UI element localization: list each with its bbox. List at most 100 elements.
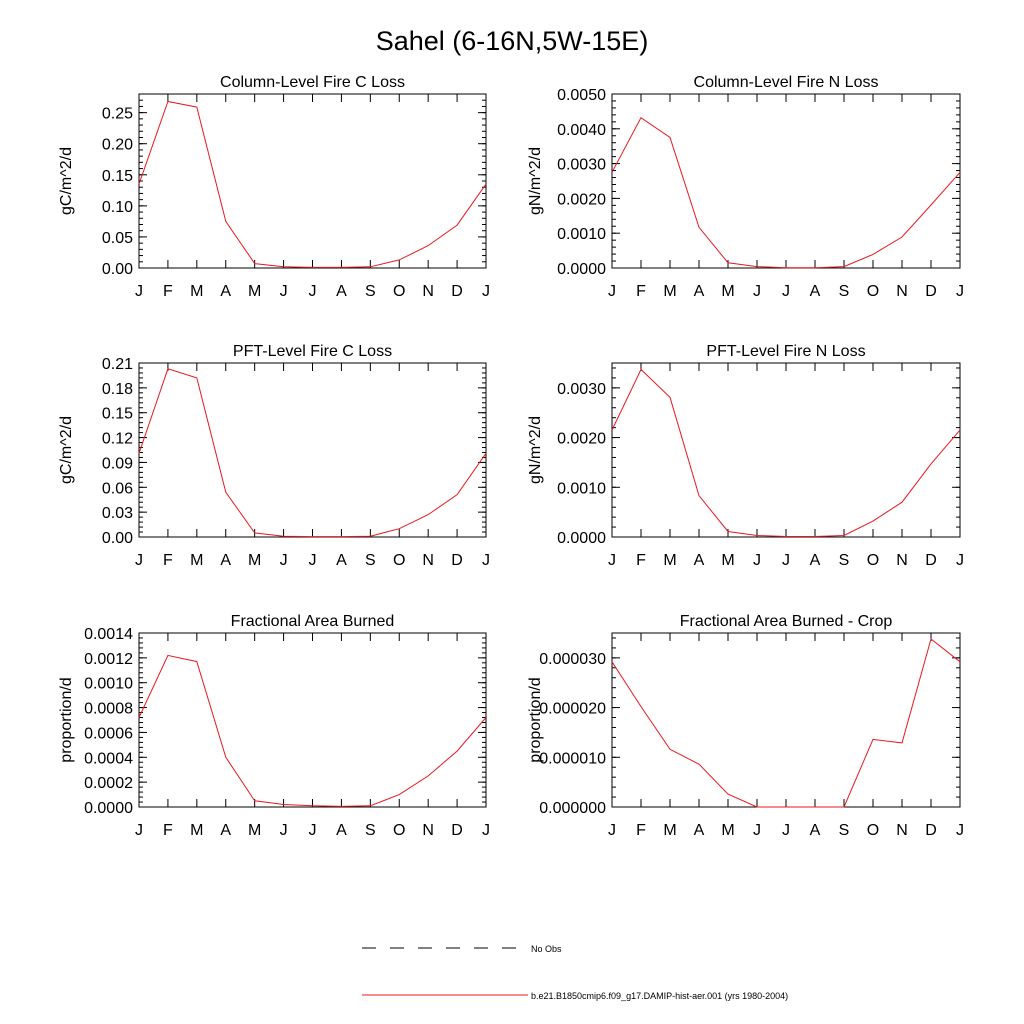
x-tick-label: J xyxy=(956,822,964,839)
x-tick-label: D xyxy=(925,822,937,839)
y-axis-label: proportion/d xyxy=(58,677,75,762)
y-tick-label: 0.0050 xyxy=(557,87,606,104)
x-tick-label: O xyxy=(867,822,879,839)
y-tick-label: 0.0000 xyxy=(84,800,133,817)
y-tick-label: 0.0010 xyxy=(84,676,133,693)
series-line xyxy=(138,100,487,268)
x-tick-label: S xyxy=(839,283,850,300)
y-tick-label: 0.06 xyxy=(102,480,133,497)
plot-frame xyxy=(611,362,961,538)
y-tick-label: 0.05 xyxy=(102,230,133,247)
x-tick-label: A xyxy=(220,283,231,300)
y-tick-label: 0.000010 xyxy=(539,750,606,767)
panel-title: Fractional Area Burned xyxy=(231,613,395,630)
x-tick-label: J xyxy=(309,283,317,300)
x-tick-label: M xyxy=(190,283,203,300)
y-tick-label: 0.0012 xyxy=(84,651,133,668)
x-tick-label: F xyxy=(636,283,646,300)
x-tick-label: N xyxy=(896,283,908,300)
series-line xyxy=(138,368,487,538)
y-axis-label: gN/m^2/d xyxy=(527,416,544,484)
y-tick-label: 0.0002 xyxy=(84,775,133,792)
y-tick-label: 0.03 xyxy=(102,505,133,522)
legend: No Obs b.e21.B1850cmip6.f09_g17.DAMIP-hi… xyxy=(362,944,788,1001)
y-tick-label: 0.0020 xyxy=(557,191,606,208)
x-tick-label: S xyxy=(365,552,376,569)
x-tick-label: A xyxy=(336,283,347,300)
x-tick-label: J xyxy=(608,283,616,300)
y-tick-label: 0.00 xyxy=(102,530,133,547)
x-tick-label: J xyxy=(280,552,288,569)
x-tick-label: J xyxy=(608,822,616,839)
x-tick-label: A xyxy=(694,283,705,300)
panel-title: Fractional Area Burned - Crop xyxy=(680,613,893,630)
plot-frame xyxy=(611,93,961,269)
x-tick-label: M xyxy=(190,552,203,569)
x-tick-label: J xyxy=(309,552,317,569)
series-line xyxy=(611,368,961,537)
x-tick-label: A xyxy=(810,822,821,839)
x-tick-label: D xyxy=(925,552,937,569)
x-tick-label: O xyxy=(867,283,879,300)
y-tick-label: 0.0014 xyxy=(84,626,133,643)
x-tick-label: A xyxy=(694,552,705,569)
legend-label-model-run: b.e21.B1850cmip6.f09_g17.DAMIP-hist-aer.… xyxy=(531,991,788,1001)
x-tick-label: A xyxy=(220,822,231,839)
y-tick-label: 0.09 xyxy=(102,455,133,472)
y-tick-label: 0.000000 xyxy=(539,800,606,817)
panel-title: Column-Level Fire C Loss xyxy=(220,74,405,91)
x-tick-label: M xyxy=(663,283,676,300)
x-tick-label: M xyxy=(248,822,261,839)
x-tick-label: J xyxy=(753,822,761,839)
legend-entry-no-obs: No Obs xyxy=(362,944,562,954)
x-tick-label: J xyxy=(280,283,288,300)
x-tick-label: J xyxy=(608,552,616,569)
x-tick-label: D xyxy=(925,283,937,300)
x-tick-label: S xyxy=(365,283,376,300)
x-tick-label: M xyxy=(663,552,676,569)
y-tick-label: 0.000030 xyxy=(539,651,606,668)
x-tick-label: J xyxy=(956,283,964,300)
x-tick-label: J xyxy=(753,552,761,569)
x-tick-label: J xyxy=(280,822,288,839)
x-tick-label: N xyxy=(422,822,434,839)
y-tick-label: 0.20 xyxy=(102,137,133,154)
x-tick-label: J xyxy=(753,283,761,300)
y-tick-label: 0.25 xyxy=(102,106,133,123)
x-tick-label: J xyxy=(309,822,317,839)
x-tick-label: F xyxy=(163,283,173,300)
y-tick-label: 0.0020 xyxy=(557,431,606,448)
x-tick-label: M xyxy=(721,822,734,839)
y-tick-label: 0.0010 xyxy=(557,480,606,497)
y-tick-label: 0.15 xyxy=(102,168,133,185)
x-tick-label: F xyxy=(636,552,646,569)
y-tick-label: 0.0030 xyxy=(557,381,606,398)
series-line xyxy=(611,638,961,808)
x-tick-label: F xyxy=(163,822,173,839)
x-tick-label: J xyxy=(482,283,490,300)
y-axis-label: gN/m^2/d xyxy=(527,147,544,215)
y-tick-label: 0.0008 xyxy=(84,701,133,718)
x-tick-label: J xyxy=(956,552,964,569)
x-tick-label: N xyxy=(422,552,434,569)
y-tick-label: 0.0000 xyxy=(557,261,606,278)
legend-label-no-obs: No Obs xyxy=(531,944,562,954)
y-axis-label: gC/m^2/d xyxy=(58,416,75,484)
x-tick-label: S xyxy=(839,822,850,839)
x-tick-label: M xyxy=(721,552,734,569)
x-tick-label: J xyxy=(782,822,790,839)
x-tick-label: J xyxy=(135,552,143,569)
x-tick-label: A xyxy=(220,552,231,569)
x-tick-label: J xyxy=(782,283,790,300)
x-tick-label: J xyxy=(482,822,490,839)
panel-title: Column-Level Fire N Loss xyxy=(694,74,879,91)
y-tick-label: 0.18 xyxy=(102,381,133,398)
x-tick-label: F xyxy=(636,822,646,839)
x-tick-label: O xyxy=(393,822,405,839)
x-tick-label: A xyxy=(336,552,347,569)
x-tick-label: N xyxy=(896,552,908,569)
y-tick-label: 0.21 xyxy=(102,356,133,373)
